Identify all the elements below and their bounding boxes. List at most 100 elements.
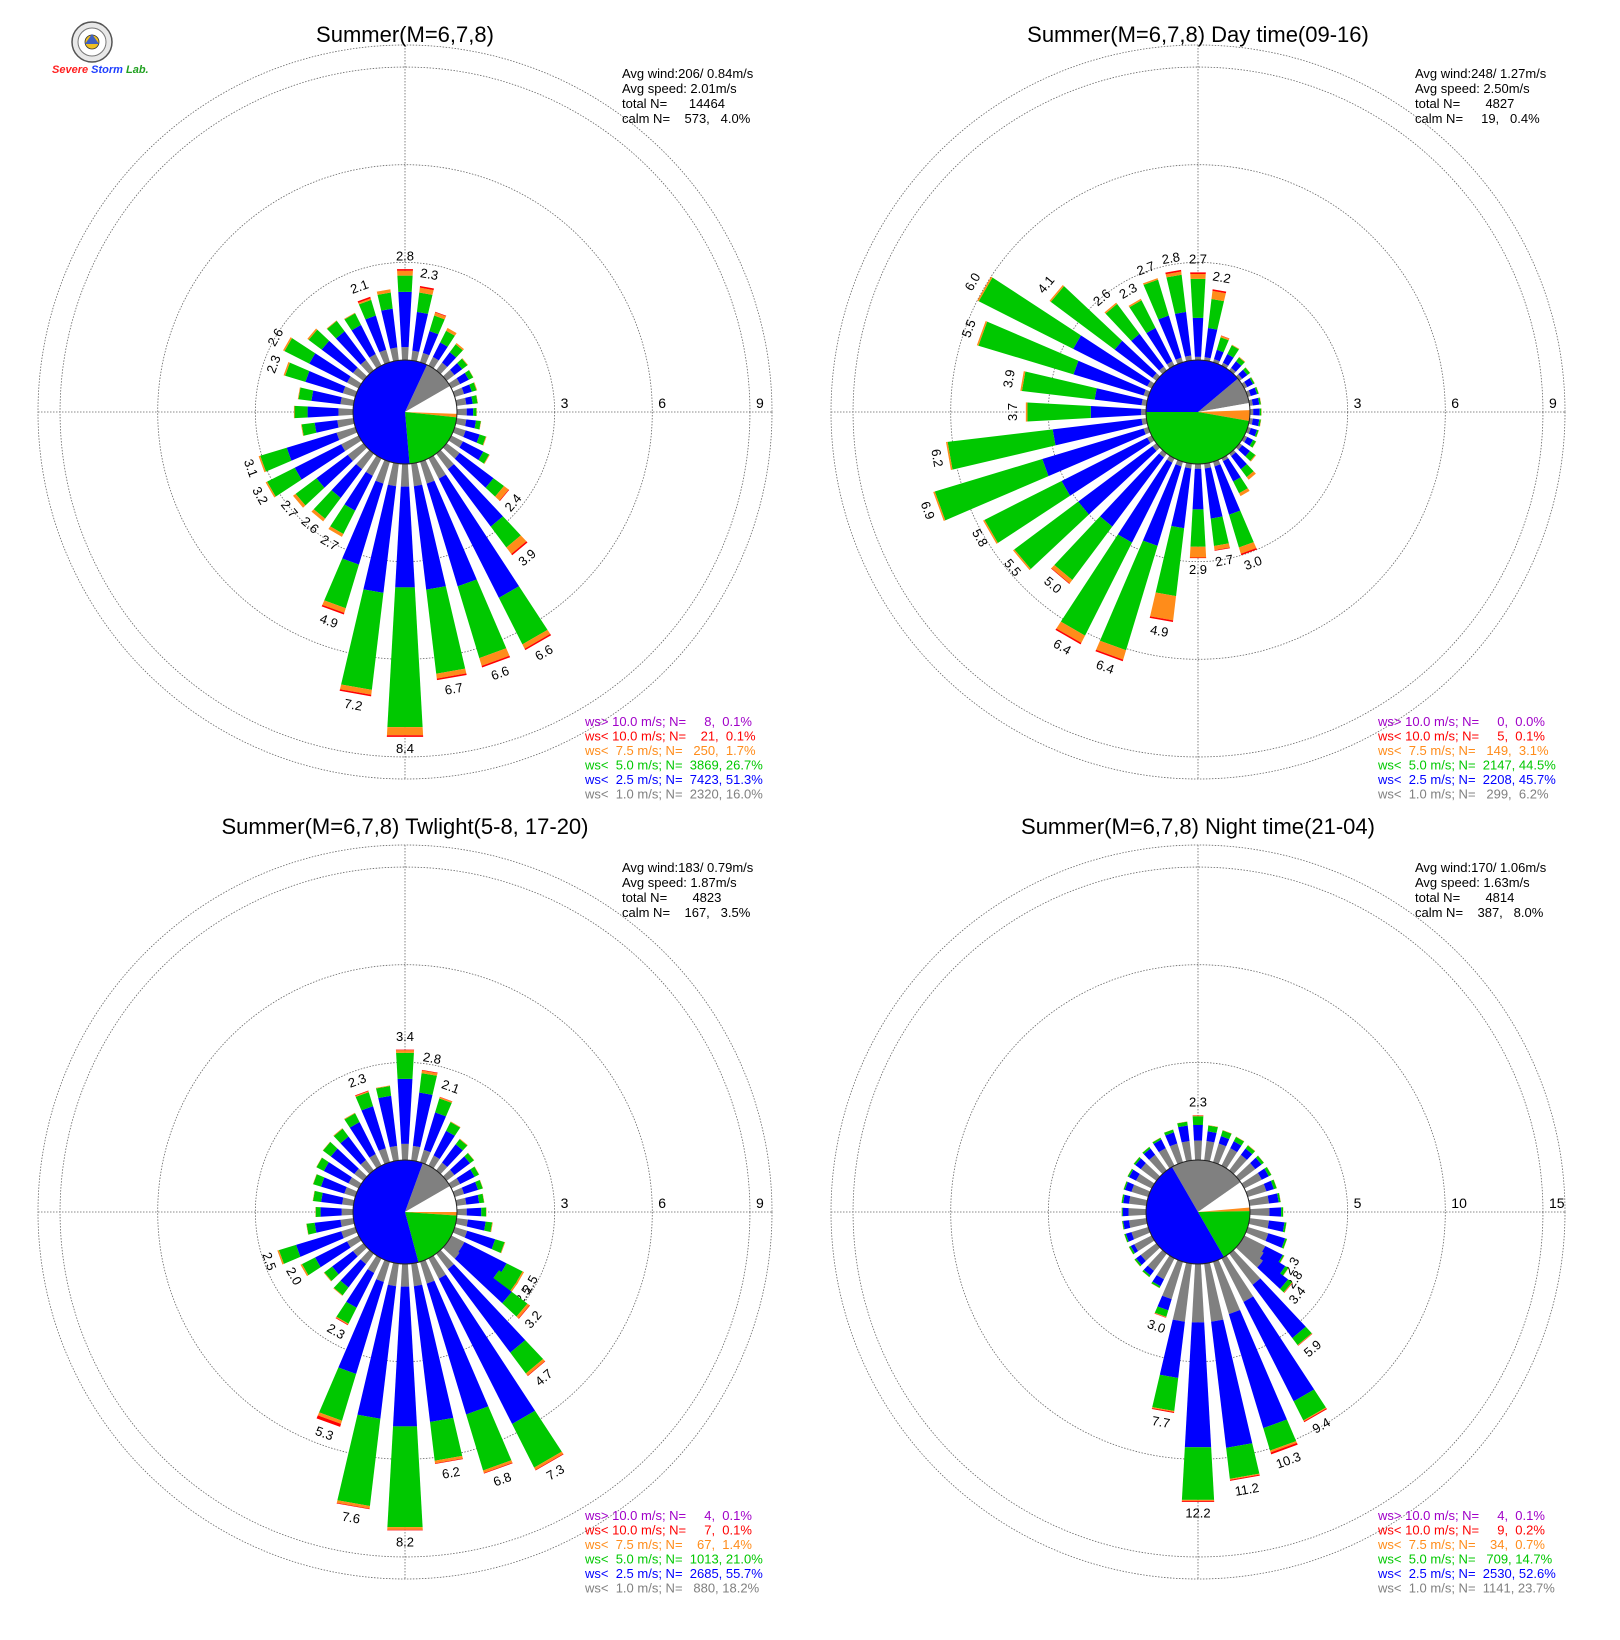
bar-value-label: 5.5: [958, 317, 978, 339]
bar-segment-lt7_5: [1222, 1130, 1232, 1134]
stats-line: calm N= 387, 8.0%: [1415, 905, 1544, 920]
bar-segment-lt5: [333, 1128, 349, 1144]
bar-segment-lt2_5: [450, 363, 463, 376]
legend-entry: ws< 5.0 m/s; N= 709, 14.7%: [1377, 1552, 1553, 1567]
pie-slice: [405, 364, 451, 412]
bar-segment-calm-lt1: [1221, 455, 1229, 462]
pie-slice: [405, 1163, 451, 1212]
bar-segment-lt2_5: [398, 291, 412, 348]
bar-value-label: 3.0: [1145, 1316, 1167, 1336]
direction-bar-250: 3.1: [241, 427, 358, 479]
pie-slice: [1198, 1207, 1250, 1212]
bar-segment-calm-lt1: [452, 427, 466, 437]
bar-segment-lt5: [1129, 300, 1156, 334]
bar-segment-lt2_5: [1117, 459, 1173, 543]
bar-segment-lt2_5: [395, 486, 415, 588]
ring-label: 6: [658, 1195, 666, 1211]
bar-segment-calm-lt1: [367, 1255, 382, 1273]
bar-segment-lt2_5: [1122, 1207, 1129, 1217]
direction-bar-20: [420, 311, 447, 365]
bar-segment-lt7_5: [1013, 549, 1031, 571]
bar-segment-calm-lt1: [1141, 418, 1148, 425]
bar-value-label: 2.6: [264, 326, 286, 349]
bar-segment-lt5: [1027, 402, 1091, 422]
bar-segment-lt5: [324, 1266, 339, 1282]
bar-segment-lt7_5: [1049, 285, 1064, 302]
bar-segment-lt5: [449, 344, 463, 358]
bar-segment-lt5: [1164, 1129, 1174, 1136]
bar-segment-lt7_5: [397, 270, 413, 276]
bar-segment-lt5: [1121, 1207, 1123, 1217]
bar-segment-lt7_5: [293, 405, 295, 419]
bar-segment-lt7_5: [1208, 1125, 1218, 1128]
direction-bar-300: [1127, 1168, 1155, 1189]
bar-segment-calm-lt1: [1191, 1263, 1205, 1323]
bar-segment-calm-lt1: [390, 347, 399, 362]
bar-segment-lt7_5: [344, 312, 356, 320]
bar-value-label: 3.2: [249, 484, 271, 507]
direction-bar-260: [301, 418, 355, 436]
bar-segment-lt5: [1258, 397, 1261, 405]
bar-segment-lt7_5: [976, 320, 988, 346]
bar-value-label: 2.6: [1090, 286, 1113, 309]
bar-segment-lt7_5: [468, 369, 474, 378]
pie-slice: [1172, 1160, 1241, 1212]
bar-segment-lt5: [429, 315, 445, 335]
bar-segment-lt5: [285, 362, 310, 382]
bar-segment-lt7_5: [297, 387, 301, 400]
stats-line: calm N= 167, 3.5%: [622, 905, 751, 920]
bar-segment-lt2_5: [1124, 1181, 1135, 1192]
panel-title: Summer(M=6,7,8) Day time(09-16): [1027, 22, 1369, 47]
direction-bar-330: [344, 1112, 382, 1169]
direction-bar-230: 2.7: [278, 443, 368, 521]
bar-segment-lt2_5: [1238, 445, 1251, 457]
bar-segment-lt10: [1190, 272, 1206, 274]
bar-segment-calm-lt1: [337, 418, 355, 428]
bar-segment-calm-lt1: [442, 1169, 455, 1181]
bar-segment-lt10: [1229, 1474, 1260, 1481]
bar-segment-lt5: [336, 1301, 357, 1324]
bar-segment-calm-lt1: [420, 459, 435, 484]
direction-bar-280: 3.9: [1000, 368, 1148, 406]
bar-segment-calm-lt1: [389, 1145, 399, 1162]
bar-segment-lt2_5: [1269, 1207, 1282, 1217]
direction-bar-230: 5.5: [1001, 443, 1161, 579]
bar-segment-lt2_5: [1192, 317, 1204, 357]
bar-segment-lt7_5: [1056, 621, 1086, 643]
direction-bar-30: [1221, 1136, 1245, 1169]
bar-segment-lt2_5: [1152, 1275, 1164, 1287]
bar-segment-lt7_5: [323, 1272, 332, 1282]
bar-segment-lt2_5: [342, 480, 384, 565]
pie-slice: [1198, 1182, 1250, 1212]
bar-segment-calm-lt1: [1152, 373, 1161, 381]
logo-word-lab: Lab.: [126, 64, 149, 76]
bar-segment-lt5: [1258, 419, 1261, 427]
bar-segment-lt2_5: [314, 420, 339, 433]
direction-bar-50: [1235, 1155, 1265, 1181]
bar-segment-lt5: [934, 459, 1049, 521]
bar-segment-calm-lt1: [369, 1153, 382, 1169]
stats-line: total N= 4814: [1415, 890, 1514, 905]
bar-segment-calm-lt1: [1235, 1163, 1256, 1181]
bar-value-label: 8.4: [396, 741, 414, 756]
bar-segment-calm-lt1: [442, 1243, 460, 1259]
stats-line: Avg speed: 2.01m/s: [622, 81, 737, 96]
direction-bar-180: 8.4: [386, 463, 424, 756]
bar-segment-calm-lt1: [452, 1187, 465, 1197]
bar-segment-lt2_5: [1158, 315, 1182, 360]
direction-bar-340: [1163, 1129, 1183, 1165]
bar-segment-lt10: [1214, 547, 1230, 551]
bar-value-label: 2.7: [318, 532, 341, 554]
bar-segment-lt7_5: [300, 1264, 309, 1277]
bar-segment-lt5: [1243, 367, 1251, 376]
bar-segment-lt7_5: [419, 287, 434, 295]
bar-segment-lt10: [395, 1049, 415, 1051]
bar-segment-lt10: [524, 633, 552, 651]
bar-segment-lt10: [1154, 1313, 1167, 1318]
bar-value-label: 3.9: [1000, 368, 1018, 388]
bar-segment-lt7_5: [479, 421, 482, 430]
direction-bar-110: [1245, 1227, 1288, 1249]
bar-segment-calm-lt1: [411, 1145, 421, 1162]
direction-bar-90: [1249, 1207, 1284, 1217]
bar-segment-lt2_5: [441, 352, 457, 367]
